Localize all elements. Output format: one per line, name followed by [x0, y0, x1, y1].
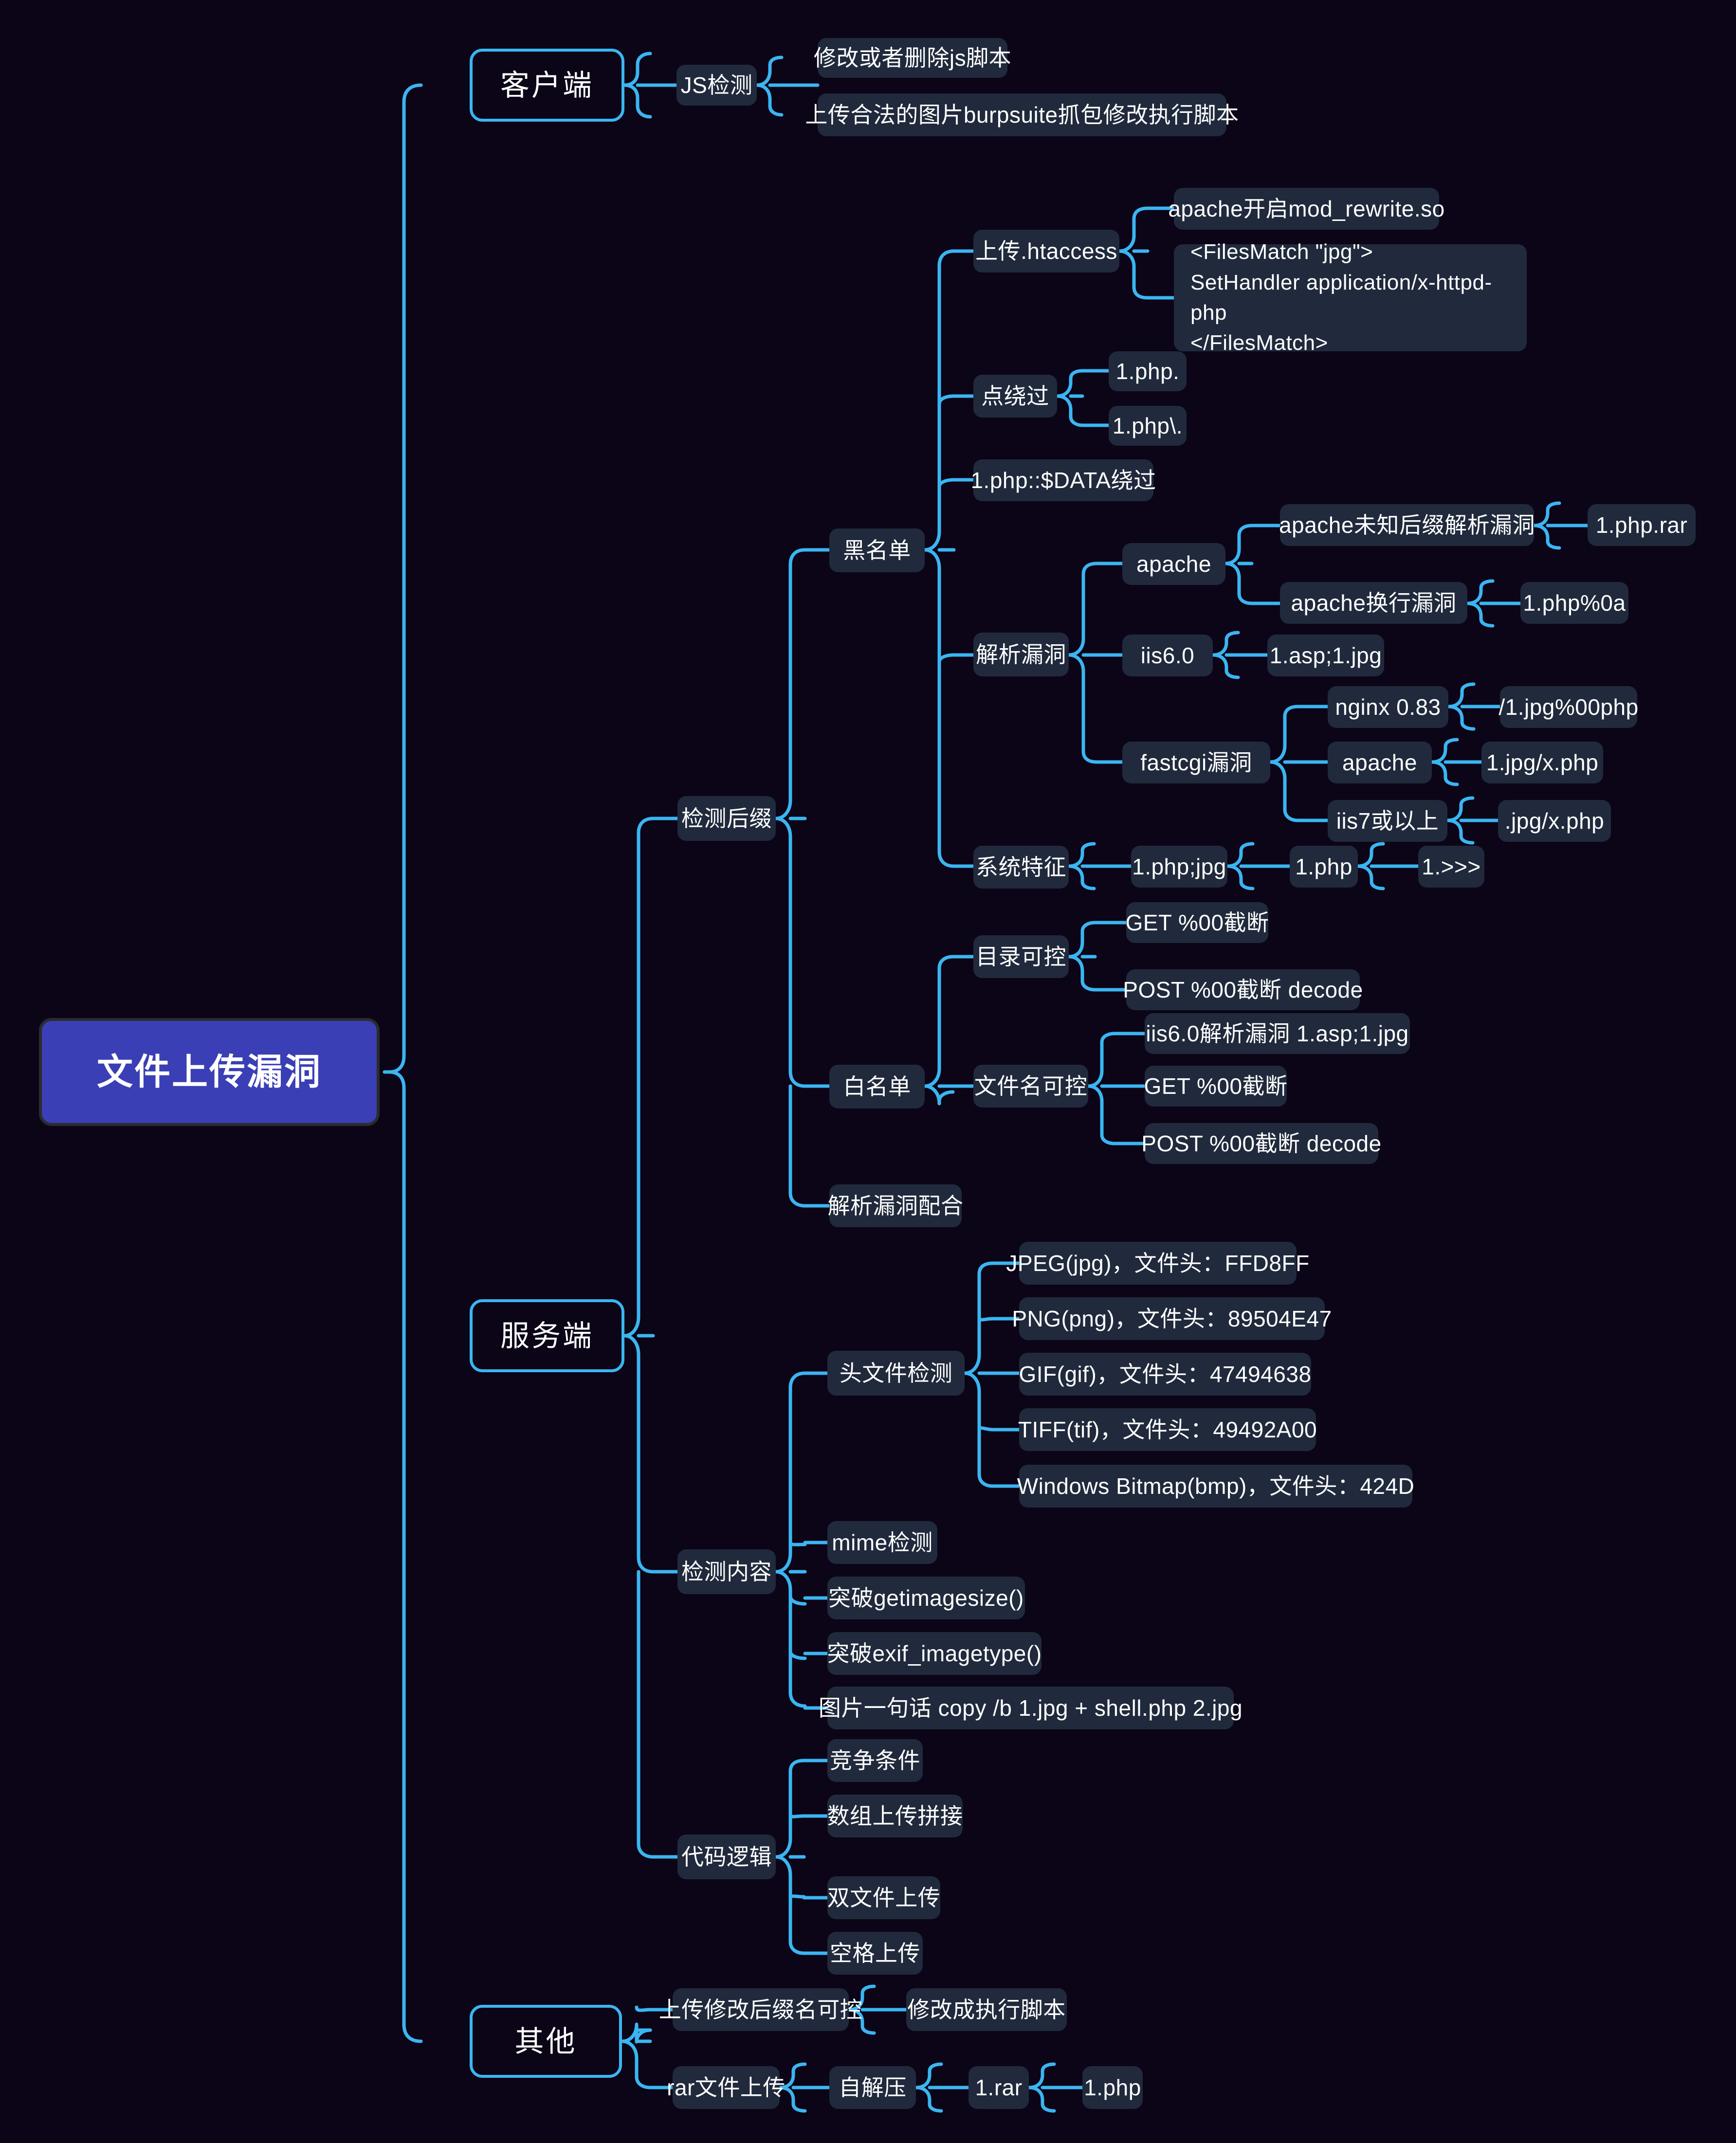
node-htaccess-mod-rewrite[interactable]: apache开启mod_rewrite.so — [1168, 188, 1444, 230]
node-dot-bypass[interactable]: 点绕过 — [973, 375, 1057, 418]
node-php-file[interactable]: 1.php — [1082, 2066, 1143, 2109]
node-array-upload-concat[interactable]: 数组上传拼接 — [827, 1795, 963, 1837]
node-header-png[interactable]: PNG(png)，文件头：89504E47 — [1012, 1297, 1332, 1340]
node-space-upload[interactable]: 空格上传 — [827, 1932, 923, 1975]
node-nginx-083-example[interactable]: /1.jpg%00php — [1498, 686, 1638, 728]
node-check-extension[interactable]: 检测后缀 — [677, 796, 776, 841]
node-check-content[interactable]: 检测内容 — [677, 1549, 776, 1594]
node-dir-post-null-truncate[interactable]: POST %00截断 decode — [1123, 969, 1363, 1010]
node-mime-detect[interactable]: mime检测 — [827, 1521, 937, 1564]
node-dot-bypass-example-1[interactable]: 1.php. — [1109, 351, 1187, 391]
node-header-bmp[interactable]: Windows Bitmap(bmp)，文件头：424D — [1017, 1465, 1414, 1507]
node-system-feature[interactable]: 系统特征 — [973, 846, 1069, 889]
node-dot-bypass-example-2[interactable]: 1.php\. — [1109, 406, 1187, 446]
node-header-jpeg[interactable]: JPEG(jpg)，文件头：FFD8FF — [1006, 1242, 1309, 1285]
node-self-extract[interactable]: 自解压 — [829, 2066, 916, 2109]
node-fastcgi-apache[interactable]: apache — [1328, 742, 1432, 783]
node-filename-controllable[interactable]: 文件名可控 — [973, 1065, 1088, 1108]
node-upload-htaccess[interactable]: 上传.htaccess — [973, 230, 1119, 272]
node-parse-vuln-combo[interactable]: 解析漏洞配合 — [828, 1184, 963, 1227]
node-apache-newline-example[interactable]: 1.php%0a — [1520, 582, 1628, 624]
node-header-detect[interactable]: 头文件检测 — [827, 1351, 965, 1396]
node-suffix-to-exec-script[interactable]: 修改成执行脚本 — [906, 1988, 1067, 2031]
node-fastcgi[interactable]: fastcgi漏洞 — [1122, 742, 1270, 783]
node-apache-unknown-ext[interactable]: apache未知后缀解析漏洞 — [1279, 504, 1535, 546]
node-system-feature-example-1[interactable]: 1.php;jpg — [1131, 846, 1227, 888]
node-apache-newline[interactable]: apache换行漏洞 — [1280, 582, 1467, 624]
node-apache[interactable]: apache — [1122, 543, 1225, 585]
node-race-condition[interactable]: 竞争条件 — [827, 1739, 923, 1782]
node-code-logic[interactable]: 代码逻辑 — [677, 1834, 776, 1879]
node-iis7-example[interactable]: .jpg/x.php — [1498, 800, 1611, 842]
node-parse-vuln[interactable]: 解析漏洞 — [973, 633, 1069, 676]
node-iis60[interactable]: iis6.0 — [1122, 635, 1213, 676]
node-double-file-upload[interactable]: 双文件上传 — [827, 1876, 940, 1919]
node-iis60-example[interactable]: 1.asp;1.jpg — [1267, 635, 1384, 676]
node-system-feature-example-2[interactable]: 1.php — [1290, 846, 1358, 888]
node-htaccess-filesmatch[interactable]: <FilesMatch "jpg"> SetHandler applicatio… — [1174, 240, 1527, 355]
node-data-stream-bypass[interactable]: 1.php::$DATA绕过 — [970, 459, 1156, 501]
node-js-modify-delete[interactable]: 修改或者删除js脚本 — [814, 38, 1011, 78]
root-node[interactable]: 文件上传漏洞 — [39, 1018, 380, 1126]
node-js-burpsuite[interactable]: 上传合法的图片burpsuite抓包修改执行脚本 — [805, 93, 1239, 136]
node-nginx-083[interactable]: nginx 0.83 — [1328, 686, 1448, 728]
node-apache-unknown-ext-example[interactable]: 1.php.rar — [1588, 504, 1696, 546]
node-rar-upload[interactable]: rar文件上传 — [667, 2066, 785, 2109]
node-dir-get-null-truncate[interactable]: GET %00截断 — [1125, 902, 1269, 943]
node-system-feature-example-3[interactable]: 1.>>> — [1418, 846, 1484, 888]
node-break-exif-imagetype[interactable]: 突破exif_imagetype() — [827, 1632, 1042, 1675]
node-js-detect[interactable]: JS检测 — [676, 65, 757, 106]
node-break-getimagesize[interactable]: 突破getimagesize() — [827, 1577, 1025, 1619]
node-whitelist[interactable]: 白名单 — [829, 1065, 925, 1108]
node-suffix-controllable[interactable]: 上传修改后缀名可控 — [659, 1988, 862, 2031]
node-header-tiff[interactable]: TIFF(tif)，文件头：49492A00 — [1018, 1408, 1317, 1451]
node-rar-file[interactable]: 1.rar — [969, 2066, 1029, 2109]
node-fastcgi-apache-example[interactable]: 1.jpg/x.php — [1481, 742, 1603, 783]
branch-node-client[interactable]: 客户端 — [470, 49, 624, 122]
node-iis7-or-above[interactable]: iis7或以上 — [1328, 800, 1447, 842]
node-fname-get-null-truncate[interactable]: GET %00截断 — [1144, 1066, 1287, 1107]
node-fname-post-null-truncate[interactable]: POST %00截断 decode — [1141, 1123, 1381, 1164]
branch-node-server[interactable]: 服务端 — [470, 1299, 624, 1372]
node-directory-controllable[interactable]: 目录可控 — [973, 935, 1069, 978]
node-image-one-liner[interactable]: 图片一句话 copy /b 1.jpg + shell.php 2.jpg — [819, 1687, 1243, 1729]
node-header-gif[interactable]: GIF(gif)，文件头：47494638 — [1019, 1353, 1311, 1396]
branch-node-other[interactable]: 其他 — [470, 2005, 622, 2078]
node-fname-iis60-parse[interactable]: iis6.0解析漏洞 1.asp;1.jpg — [1145, 1013, 1410, 1054]
node-blacklist[interactable]: 黑名单 — [829, 528, 925, 572]
